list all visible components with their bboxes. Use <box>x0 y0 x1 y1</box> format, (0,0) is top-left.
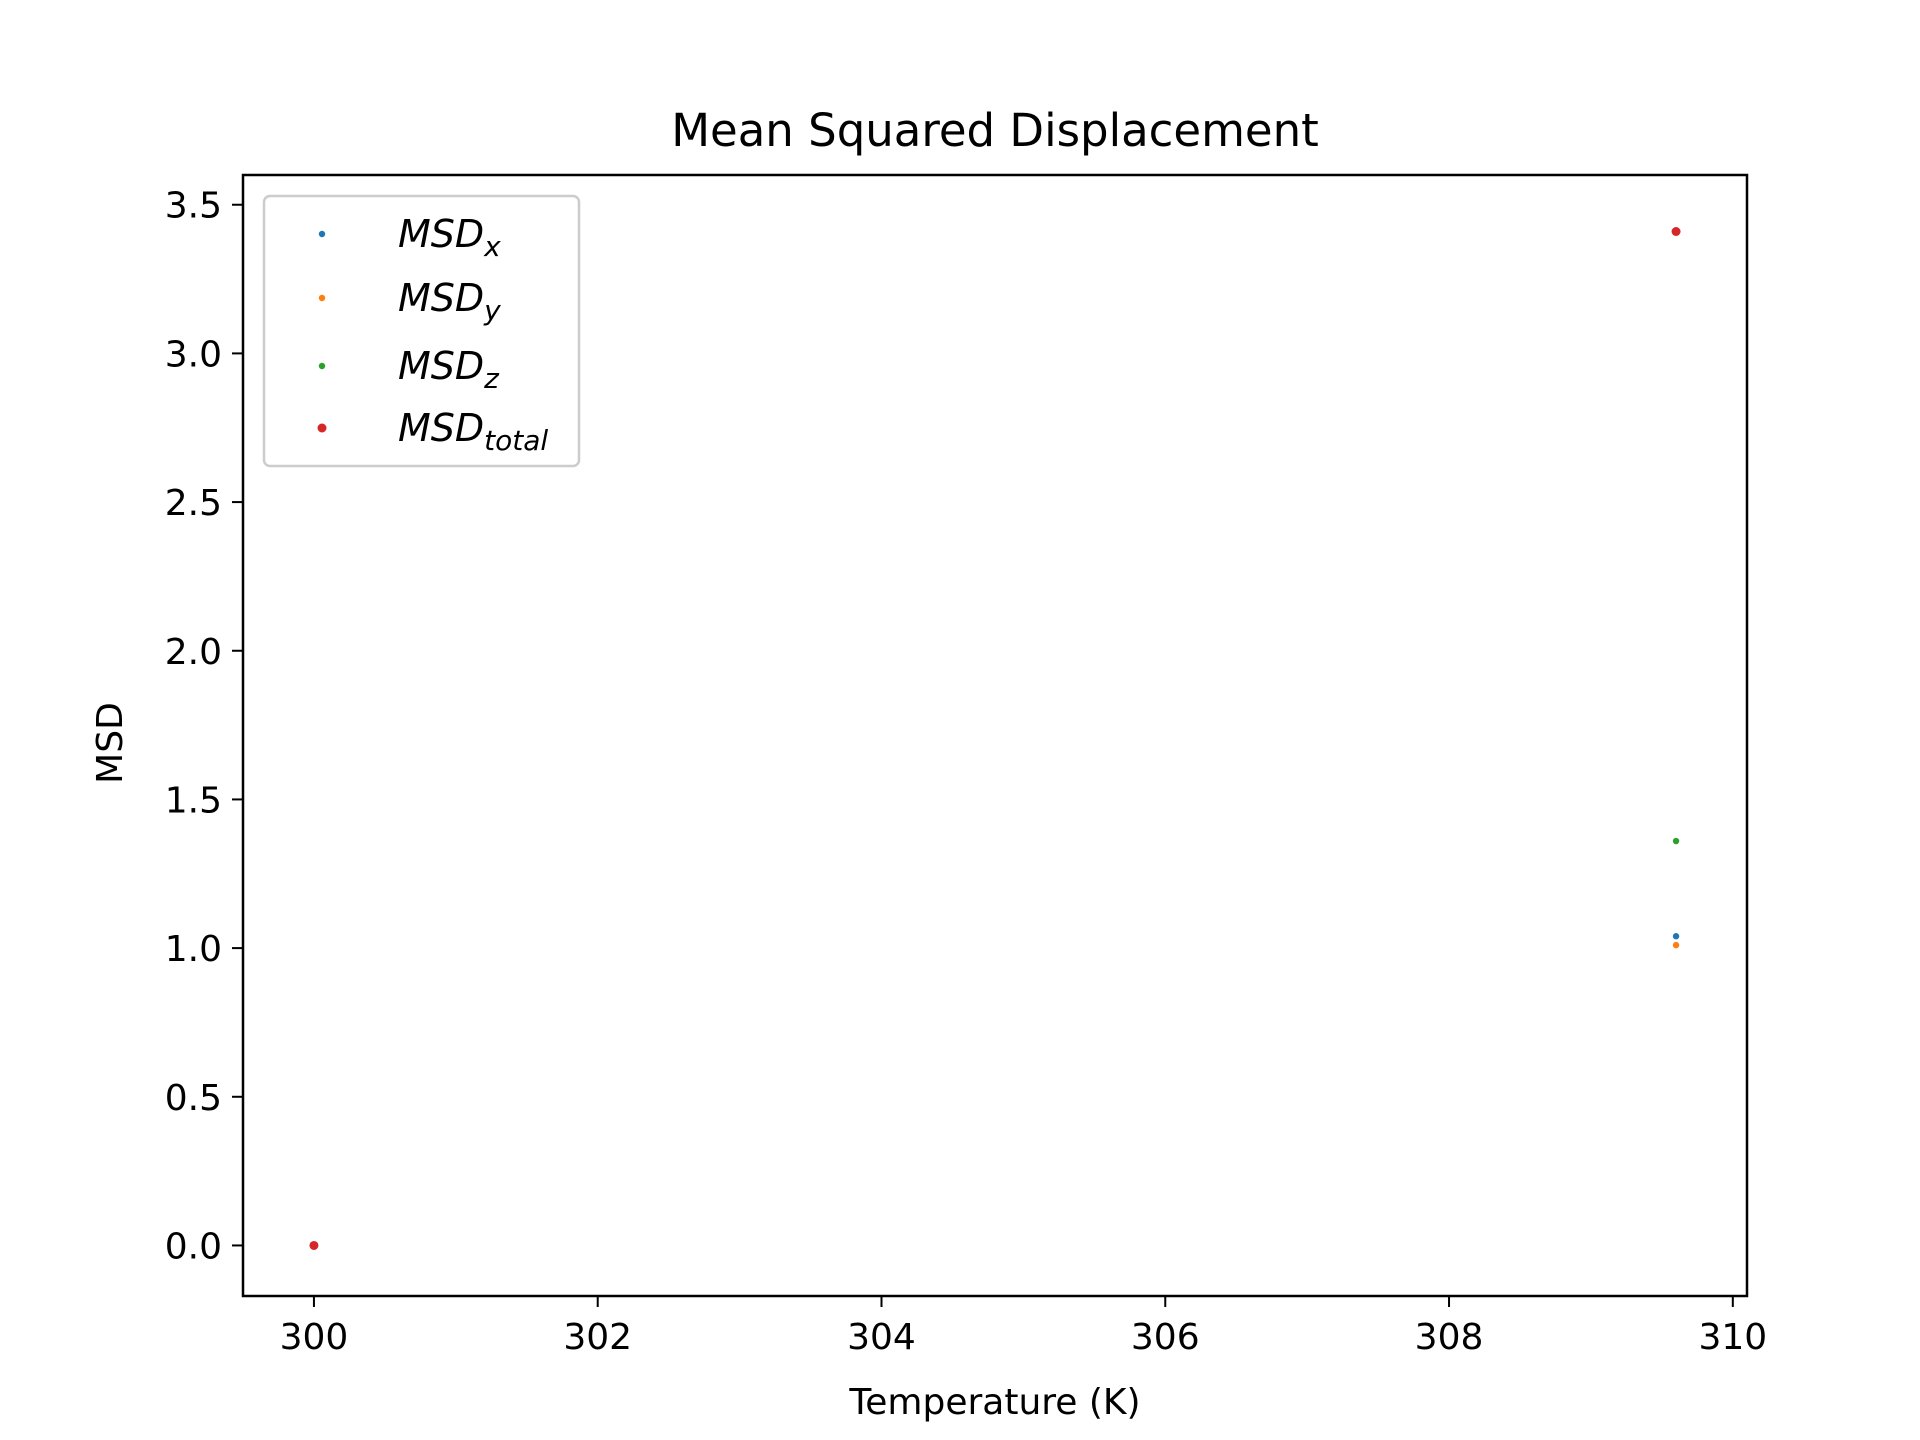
y-tick-label-2: 1.0 <box>165 929 222 970</box>
x-tick-label-5: 310 <box>1698 1317 1767 1358</box>
plot-area <box>309 226 1681 1250</box>
legend-marker-x <box>318 230 326 238</box>
legend-label-y: MSDy <box>398 276 501 327</box>
data-point-y-1 <box>1672 941 1680 949</box>
legend-marker-z <box>318 362 326 370</box>
legend-label-z: MSDz <box>398 344 500 395</box>
legend-marker-total <box>317 423 327 433</box>
y-tick-label-0: 0.0 <box>165 1226 222 1267</box>
x-tick-label-3: 306 <box>1131 1317 1200 1358</box>
legend: MSDx MSDy MSDz MSDtotal <box>262 194 581 468</box>
legend-label-x: MSDx <box>398 212 501 263</box>
data-point-total-1 <box>1671 226 1681 236</box>
x-axis-label: Temperature (K) <box>848 1382 1140 1423</box>
y-tick-label-5: 2.5 <box>165 483 222 524</box>
y-tick-label-3: 1.5 <box>165 780 222 821</box>
legend-marker-y <box>318 294 326 302</box>
x-tick-label-1: 302 <box>563 1317 632 1358</box>
y-tick-label-1: 0.5 <box>165 1078 222 1119</box>
x-tick-label-2: 304 <box>847 1317 916 1358</box>
x-tick-label-0: 300 <box>280 1317 349 1358</box>
y-tick-label-7: 3.5 <box>165 186 222 227</box>
y-tick-label-4: 2.0 <box>165 632 222 673</box>
data-point-x-1 <box>1672 933 1680 940</box>
y-axis-label: MSD <box>90 702 131 784</box>
y-tick-label-6: 3.0 <box>165 334 222 375</box>
axes-frame <box>241 173 1749 1298</box>
x-tick-label-4: 308 <box>1415 1317 1484 1358</box>
chart-title: Mean Squared Displacement <box>671 104 1319 157</box>
data-point-z-1 <box>1672 837 1680 845</box>
legend-box <box>262 194 581 468</box>
axes: 300 302 304 306 308 310 0.0 0.5 1.0 1.5 2.0 2.5 3.0 3… <box>165 173 1767 1358</box>
data-point-total-0 <box>309 1240 319 1250</box>
legend-label-total: MSDtotal <box>398 406 548 457</box>
